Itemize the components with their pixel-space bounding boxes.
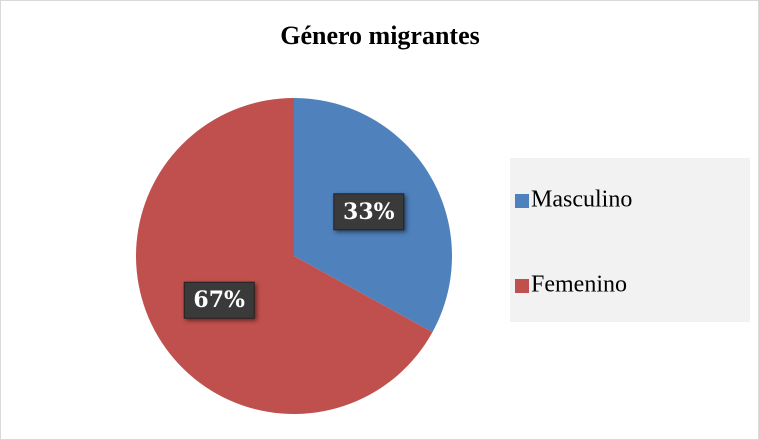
pie-slice xyxy=(136,97,433,414)
legend-swatch xyxy=(515,279,529,293)
legend-label: Femenino xyxy=(531,272,627,298)
chart-title: Género migrantes xyxy=(280,21,480,50)
legend-swatch xyxy=(515,194,529,208)
legend-box xyxy=(510,158,750,322)
data-label-box xyxy=(333,193,405,231)
data-label: 67% xyxy=(193,287,245,313)
data-label: 33% xyxy=(343,199,395,225)
data-label-box xyxy=(183,281,255,319)
legend-label: Masculino xyxy=(531,187,632,213)
